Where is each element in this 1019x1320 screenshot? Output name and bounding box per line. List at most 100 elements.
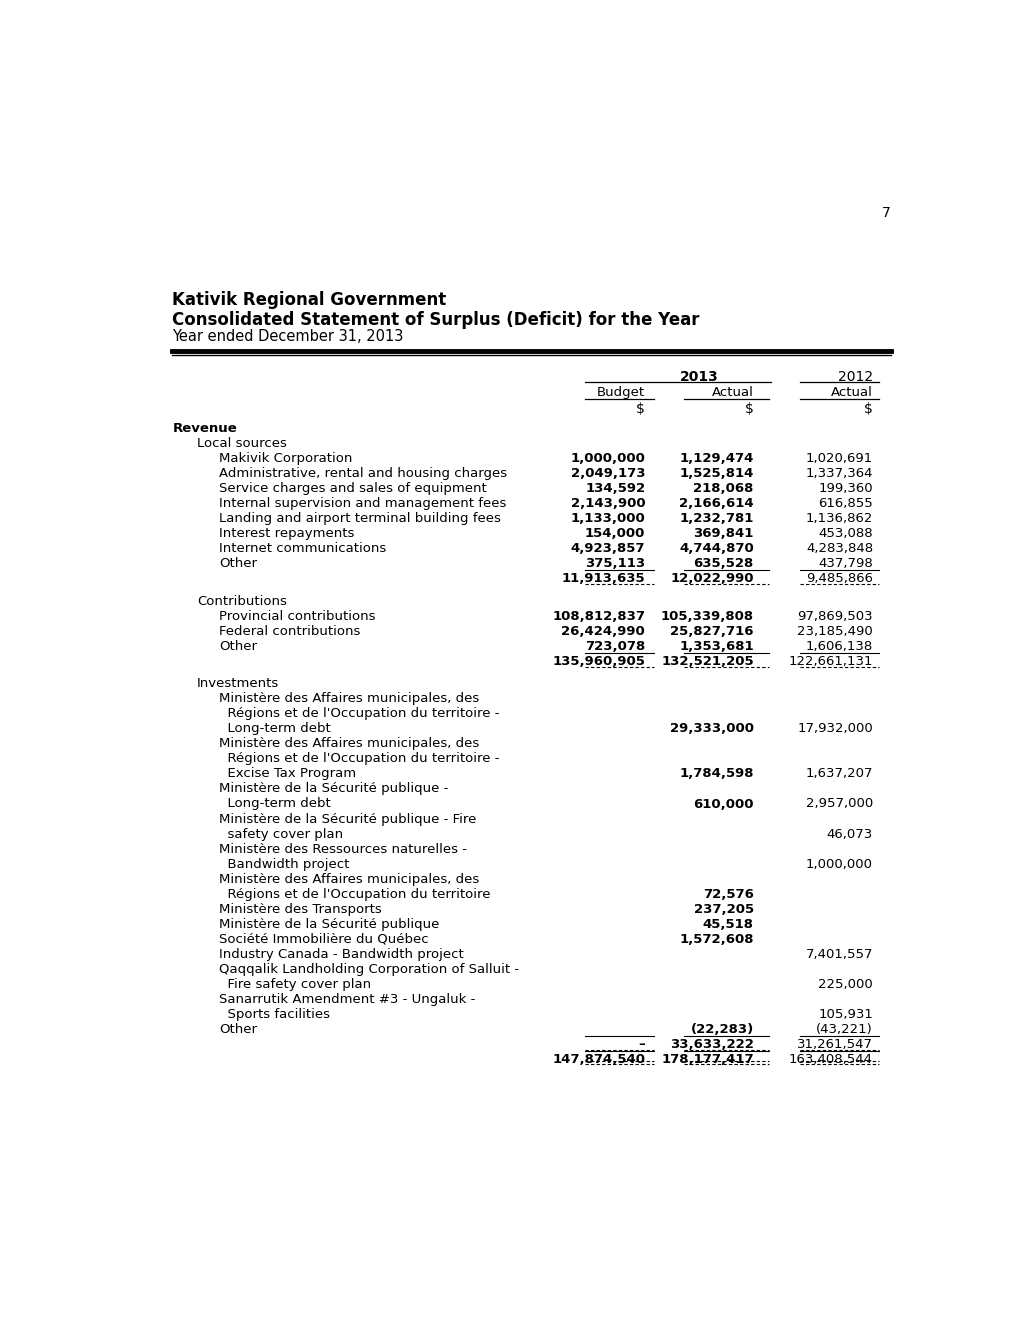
Text: 1,020,691: 1,020,691 xyxy=(805,451,872,465)
Text: Société Immobilière du Québec: Société Immobilière du Québec xyxy=(219,933,428,945)
Text: 1,337,364: 1,337,364 xyxy=(805,467,872,479)
Text: 132,521,205: 132,521,205 xyxy=(660,655,753,668)
Text: 453,088: 453,088 xyxy=(817,527,872,540)
Text: 26,424,990: 26,424,990 xyxy=(560,624,645,638)
Text: 147,874,540: 147,874,540 xyxy=(551,1053,645,1065)
Text: 17,932,000: 17,932,000 xyxy=(797,722,872,735)
Text: 45,518: 45,518 xyxy=(702,917,753,931)
Text: Consolidated Statement of Surplus (Deficit) for the Year: Consolidated Statement of Surplus (Defic… xyxy=(172,312,699,329)
Text: 122,661,131: 122,661,131 xyxy=(788,655,872,668)
Text: –: – xyxy=(638,1038,645,1051)
Text: Local sources: Local sources xyxy=(197,437,286,450)
Text: 178,177,417: 178,177,417 xyxy=(660,1053,753,1065)
Text: Other: Other xyxy=(219,640,257,652)
Text: 635,528: 635,528 xyxy=(693,557,753,570)
Text: 135,960,905: 135,960,905 xyxy=(551,655,645,668)
Text: Administrative, rental and housing charges: Administrative, rental and housing charg… xyxy=(219,467,506,479)
Text: 46,073: 46,073 xyxy=(826,828,872,841)
Text: Ministère de la Sécurité publique -: Ministère de la Sécurité publique - xyxy=(219,783,448,796)
Text: Kativik Regional Government: Kativik Regional Government xyxy=(172,290,446,309)
Text: Interest repayments: Interest repayments xyxy=(219,527,354,540)
Text: 23,185,490: 23,185,490 xyxy=(797,624,872,638)
Text: 108,812,837: 108,812,837 xyxy=(551,610,645,623)
Text: 1,136,862: 1,136,862 xyxy=(805,512,872,525)
Text: Ministère des Affaires municipales, des: Ministère des Affaires municipales, des xyxy=(219,738,479,751)
Text: 1,000,000: 1,000,000 xyxy=(570,451,645,465)
Text: 4,744,870: 4,744,870 xyxy=(679,543,753,554)
Text: Sanarrutik Amendment #3 - Ungaluk -: Sanarrutik Amendment #3 - Ungaluk - xyxy=(219,993,475,1006)
Text: Investments: Investments xyxy=(197,677,279,690)
Text: 1,784,598: 1,784,598 xyxy=(679,767,753,780)
Text: 12,022,990: 12,022,990 xyxy=(669,572,753,585)
Text: Provincial contributions: Provincial contributions xyxy=(219,610,375,623)
Text: 199,360: 199,360 xyxy=(817,482,872,495)
Text: Industry Canada - Bandwidth project: Industry Canada - Bandwidth project xyxy=(219,948,464,961)
Text: $: $ xyxy=(636,403,645,417)
Text: 72,576: 72,576 xyxy=(702,887,753,900)
Text: Service charges and sales of equipment: Service charges and sales of equipment xyxy=(219,482,486,495)
Text: 2,957,000: 2,957,000 xyxy=(805,797,872,810)
Text: 134,592: 134,592 xyxy=(585,482,645,495)
Text: Makivik Corporation: Makivik Corporation xyxy=(219,451,352,465)
Text: Internet communications: Internet communications xyxy=(219,543,386,554)
Text: Bandwidth project: Bandwidth project xyxy=(219,858,348,871)
Text: 723,078: 723,078 xyxy=(584,640,645,652)
Text: 2,049,173: 2,049,173 xyxy=(571,467,645,479)
Text: Fire safety cover plan: Fire safety cover plan xyxy=(219,978,371,991)
Text: 97,869,503: 97,869,503 xyxy=(797,610,872,623)
Text: (43,221): (43,221) xyxy=(815,1023,872,1036)
Text: 9,485,866: 9,485,866 xyxy=(805,572,872,585)
Text: Long-term debt: Long-term debt xyxy=(219,722,330,735)
Text: 105,339,808: 105,339,808 xyxy=(660,610,753,623)
Text: 4,923,857: 4,923,857 xyxy=(571,543,645,554)
Text: Landing and airport terminal building fees: Landing and airport terminal building fe… xyxy=(219,512,500,525)
Text: safety cover plan: safety cover plan xyxy=(219,828,342,841)
Text: (22,283): (22,283) xyxy=(690,1023,753,1036)
Text: 4,283,848: 4,283,848 xyxy=(805,543,872,554)
Text: Sports facilities: Sports facilities xyxy=(219,1007,329,1020)
Text: 225,000: 225,000 xyxy=(817,978,872,991)
Text: Ministère des Transports: Ministère des Transports xyxy=(219,903,381,916)
Text: 1,637,207: 1,637,207 xyxy=(805,767,872,780)
Text: 610,000: 610,000 xyxy=(693,797,753,810)
Text: 237,205: 237,205 xyxy=(693,903,753,916)
Text: Qaqqalik Landholding Corporation of Salluit -: Qaqqalik Landholding Corporation of Sall… xyxy=(219,962,519,975)
Text: 154,000: 154,000 xyxy=(584,527,645,540)
Text: Contributions: Contributions xyxy=(197,594,286,607)
Text: 33,633,222: 33,633,222 xyxy=(669,1038,753,1051)
Text: Ministère de la Sécurité publique - Fire: Ministère de la Sécurité publique - Fire xyxy=(219,813,476,825)
Text: 163,408,544: 163,408,544 xyxy=(789,1053,872,1065)
Text: Régions et de l'Occupation du territoire -: Régions et de l'Occupation du territoire… xyxy=(219,752,499,766)
Text: 1,572,608: 1,572,608 xyxy=(679,933,753,945)
Text: Excise Tax Program: Excise Tax Program xyxy=(219,767,356,780)
Text: Régions et de l'Occupation du territoire -: Régions et de l'Occupation du territoire… xyxy=(219,708,499,721)
Text: Régions et de l'Occupation du territoire: Régions et de l'Occupation du territoire xyxy=(219,887,490,900)
Text: Ministère des Ressources naturelles -: Ministère des Ressources naturelles - xyxy=(219,842,467,855)
Text: 2,166,614: 2,166,614 xyxy=(679,496,753,510)
Text: 25,827,716: 25,827,716 xyxy=(669,624,753,638)
Text: $: $ xyxy=(744,403,753,417)
Text: 218,068: 218,068 xyxy=(693,482,753,495)
Text: Actual: Actual xyxy=(711,385,753,399)
Text: 7,401,557: 7,401,557 xyxy=(805,948,872,961)
Text: Year ended December 31, 2013: Year ended December 31, 2013 xyxy=(172,330,404,345)
Text: Federal contributions: Federal contributions xyxy=(219,624,360,638)
Text: 29,333,000: 29,333,000 xyxy=(669,722,753,735)
Text: Other: Other xyxy=(219,1023,257,1036)
Text: Ministère des Affaires municipales, des: Ministère des Affaires municipales, des xyxy=(219,693,479,705)
Text: 375,113: 375,113 xyxy=(585,557,645,570)
Text: 11,913,635: 11,913,635 xyxy=(561,572,645,585)
Text: 1,000,000: 1,000,000 xyxy=(805,858,872,871)
Text: Revenue: Revenue xyxy=(172,422,237,434)
Text: 1,525,814: 1,525,814 xyxy=(679,467,753,479)
Text: 616,855: 616,855 xyxy=(817,496,872,510)
Text: 1,232,781: 1,232,781 xyxy=(679,512,753,525)
Text: 105,931: 105,931 xyxy=(817,1007,872,1020)
Text: 1,606,138: 1,606,138 xyxy=(805,640,872,652)
Text: 369,841: 369,841 xyxy=(693,527,753,540)
Text: Ministère des Affaires municipales, des: Ministère des Affaires municipales, des xyxy=(219,873,479,886)
Text: 7: 7 xyxy=(881,206,890,220)
Text: Actual: Actual xyxy=(830,385,872,399)
Text: 2,143,900: 2,143,900 xyxy=(570,496,645,510)
Text: 1,353,681: 1,353,681 xyxy=(679,640,753,652)
